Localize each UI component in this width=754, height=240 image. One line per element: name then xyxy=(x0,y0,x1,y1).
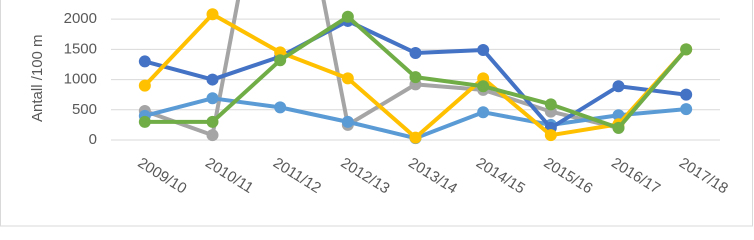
x-tick-label: 2009/10 xyxy=(135,154,190,197)
series-marker xyxy=(612,121,625,134)
series-marker xyxy=(138,55,151,68)
series-marker xyxy=(544,129,557,142)
y-tick-label: 2000 xyxy=(64,10,97,27)
x-tick-label: 2015/16 xyxy=(541,154,596,197)
series-marker xyxy=(409,131,422,144)
x-tick-label: 2016/17 xyxy=(608,154,663,197)
x-tick-label: 2011/12 xyxy=(270,154,324,197)
series-marker xyxy=(680,103,693,116)
series-marker xyxy=(477,80,490,93)
x-tick-label: 2013/14 xyxy=(405,154,460,197)
series-marker xyxy=(409,71,422,84)
series-marker xyxy=(138,79,151,92)
series-marker xyxy=(544,98,557,111)
series-marker xyxy=(206,92,219,105)
series-marker xyxy=(409,46,422,59)
y-tick-label: 1000 xyxy=(64,71,97,88)
x-tick-label: 2014/15 xyxy=(473,154,528,197)
y-tick-label: 1500 xyxy=(64,40,97,57)
series-marker xyxy=(477,43,490,56)
x-tick-label: 2017/18 xyxy=(676,154,731,197)
series-marker xyxy=(341,10,354,23)
series-marker xyxy=(206,129,219,142)
series-marker xyxy=(274,101,287,114)
series-marker xyxy=(680,88,693,101)
y-tick-label: 0 xyxy=(89,131,97,148)
series-marker xyxy=(206,115,219,128)
series-marker xyxy=(477,106,490,119)
chart: Antall /100 m 0 500 1000 1500 2000 2009/10 201… xyxy=(0,0,753,227)
series-marker xyxy=(341,115,354,128)
series-marker xyxy=(341,72,354,85)
x-tick-label: 2012/13 xyxy=(338,154,393,197)
y-axis-label: Antall /100 m xyxy=(29,34,46,122)
series-marker xyxy=(138,115,151,128)
series-marker xyxy=(612,80,625,93)
y-tick-label: 500 xyxy=(72,101,97,118)
series-marker xyxy=(206,8,219,21)
series-marker xyxy=(274,54,287,67)
series-marker xyxy=(206,73,219,86)
x-tick-label: 2010/11 xyxy=(202,154,256,197)
series-marker xyxy=(680,43,693,56)
chart-frame xyxy=(0,0,753,227)
